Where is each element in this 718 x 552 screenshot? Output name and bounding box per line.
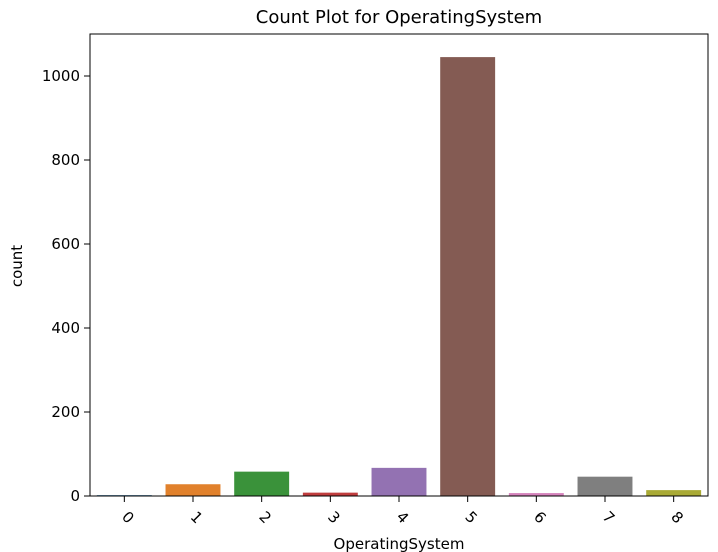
x-tick-label: 1	[187, 508, 206, 527]
x-tick-label: 7	[599, 508, 618, 527]
x-axis-ticks: 0 1 2 3 4 5 6 7 8	[118, 496, 687, 527]
y-tick-label: 600	[51, 235, 80, 253]
x-tick-label: 2	[255, 508, 274, 527]
y-tick-label: 1000	[42, 67, 80, 85]
y-tick-label: 400	[51, 319, 80, 337]
x-tick-label: 0	[118, 508, 137, 527]
bar-4	[371, 467, 427, 496]
x-axis-label: OperatingSystem	[334, 535, 465, 552]
bar-6	[508, 493, 564, 496]
bar-2	[234, 471, 290, 496]
chart-title: Count Plot for OperatingSystem	[256, 7, 542, 28]
x-tick-label: 8	[667, 508, 686, 527]
x-tick-label: 6	[530, 508, 549, 527]
bars-group	[96, 57, 702, 496]
bar-1	[165, 484, 221, 496]
x-tick-label: 5	[461, 508, 480, 527]
y-tick-label: 800	[51, 151, 80, 169]
y-tick-label: 0	[70, 487, 80, 505]
y-axis-ticks: 0 200 400 600 800 1000	[42, 67, 90, 505]
bar-3	[302, 492, 358, 496]
bar-7	[577, 476, 633, 496]
y-tick-label: 200	[51, 403, 80, 421]
x-tick-label: 3	[324, 508, 343, 527]
y-axis-label: count	[8, 245, 26, 287]
plot-frame	[89, 33, 709, 497]
x-tick-label: 4	[393, 508, 412, 527]
bar-8	[646, 490, 702, 496]
bar-5	[440, 57, 496, 496]
